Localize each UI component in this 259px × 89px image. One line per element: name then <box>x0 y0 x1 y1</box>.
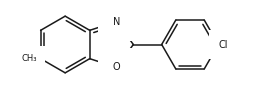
Text: Cl: Cl <box>218 40 228 49</box>
Text: N: N <box>113 17 120 27</box>
Text: O: O <box>113 62 120 72</box>
Text: CH₃: CH₃ <box>21 54 37 63</box>
